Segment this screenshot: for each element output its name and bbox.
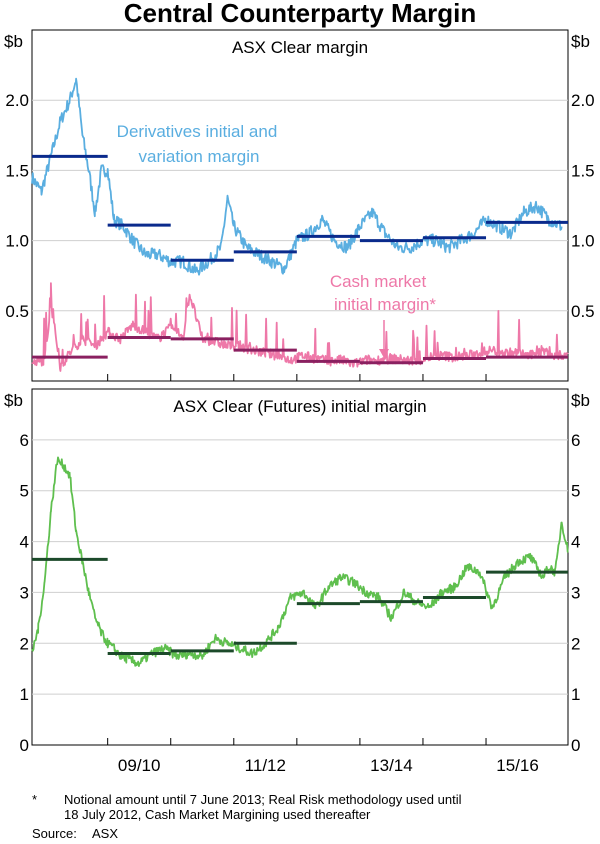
x-tick-label: 15/16 <box>496 756 539 775</box>
unit-label-right: $b <box>571 32 590 51</box>
series-label-cash-market: initial margin* <box>334 295 436 314</box>
series-label-cash-market: Cash market <box>330 272 427 291</box>
panel-title: ASX Clear margin <box>232 38 368 57</box>
footnote-marker: * <box>32 792 38 807</box>
y-tick-label-right: 1.0 <box>571 232 595 251</box>
y-tick-label-right: 5 <box>571 482 580 501</box>
plot-frame <box>31 388 569 746</box>
source-label: Source: <box>32 826 77 841</box>
y-tick-label-right: 2.0 <box>571 91 595 110</box>
series-label-derivatives: Derivatives initial and <box>117 122 278 141</box>
y-tick-label-left: 0.5 <box>5 302 29 321</box>
chart-title: Central Counterparty Margin <box>124 0 477 28</box>
x-tick-label: 13/14 <box>370 756 413 775</box>
y-tick-label-right: 6 <box>571 431 580 450</box>
y-tick-label-left: 5 <box>20 482 29 501</box>
y-tick-label-right: 0.5 <box>571 302 595 321</box>
footnote-line-2: 18 July 2012, Cash Market Margining used… <box>64 807 371 822</box>
unit-label-left: $b <box>4 391 23 410</box>
panel-asx-clear-futures: 0 0 1 1 2 2 3 3 4 4 5 5 6 6 $b $b ASX Clear (Futures) in… <box>4 388 590 755</box>
unit-label-right: $b <box>571 391 590 410</box>
y-tick-label-right: 1.5 <box>571 161 595 180</box>
y-tick-label-left: 0 <box>20 736 29 755</box>
panel-title: ASX Clear (Futures) initial margin <box>173 397 426 416</box>
y-tick-label-right: 1 <box>571 685 580 704</box>
series-line <box>31 456 569 667</box>
y-tick-label-left: 2.0 <box>5 91 29 110</box>
series-label-derivatives: variation margin <box>139 147 260 166</box>
y-tick-label-right: 2 <box>571 634 580 653</box>
y-tick-label-left: 1 <box>20 685 29 704</box>
y-tick-label-left: 4 <box>20 533 29 552</box>
y-tick-label-left: 3 <box>20 583 29 602</box>
y-tick-label-right: 0 <box>571 736 580 755</box>
y-tick-label-left: 6 <box>20 431 29 450</box>
y-tick-label-left: 1.0 <box>5 232 29 251</box>
unit-label-left: $b <box>4 32 23 51</box>
y-tick-label-left: 1.5 <box>5 161 29 180</box>
y-tick-label-right: 4 <box>571 533 580 552</box>
panel-asx-clear: 0.5 0.5 1.0 1.0 1.5 1.5 2.0 2.0 $b $b ASX Clear ma… <box>4 29 595 382</box>
plot-frame <box>31 29 569 382</box>
x-tick-label: 09/10 <box>118 756 161 775</box>
y-tick-label-right: 3 <box>571 583 580 602</box>
annotation-arrow-head <box>379 349 389 358</box>
series-line <box>31 77 563 276</box>
y-tick-label-left: 2 <box>20 634 29 653</box>
x-tick-label: 11/12 <box>245 756 286 775</box>
source-value: ASX <box>92 826 119 841</box>
footnote-line-1: Notional amount until 7 June 2013; Real … <box>64 792 462 807</box>
